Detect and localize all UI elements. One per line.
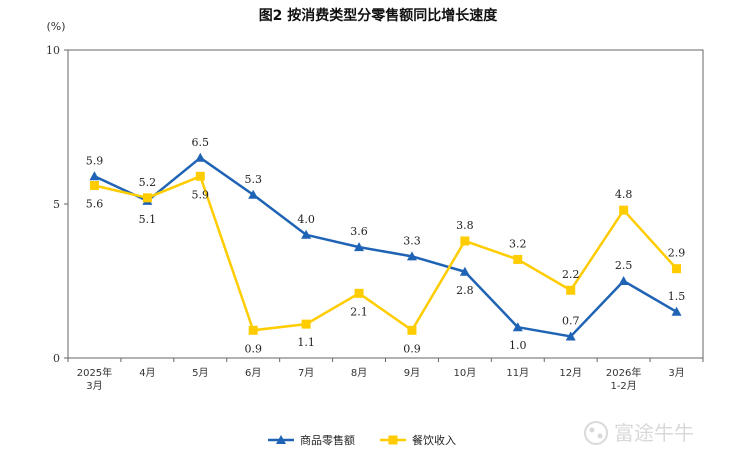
series-point xyxy=(406,251,417,261)
series-point xyxy=(407,325,417,335)
data-label: 3.8 xyxy=(456,219,474,232)
data-label: 2.5 xyxy=(615,259,633,272)
series-point xyxy=(671,306,682,316)
data-label: 3.3 xyxy=(403,234,421,247)
data-label: 4.0 xyxy=(297,213,315,226)
data-label: 0.9 xyxy=(244,342,262,355)
x-tick-label: 10月 xyxy=(454,367,477,379)
watermark: 富途牛牛 xyxy=(584,421,694,445)
series-point xyxy=(142,193,152,203)
series-point xyxy=(565,331,576,341)
series-point xyxy=(459,266,470,276)
data-label: 5.3 xyxy=(244,173,262,186)
series-point xyxy=(195,152,206,162)
x-tick-label: 3月 xyxy=(668,367,684,379)
data-label: 5.9 xyxy=(192,188,210,201)
series-point xyxy=(460,236,470,246)
series-point xyxy=(195,171,205,181)
data-label: 2.1 xyxy=(350,305,368,318)
data-label: 5.6 xyxy=(86,198,104,211)
data-label: 2.9 xyxy=(668,247,686,260)
x-tick-label: 2026年 xyxy=(606,366,641,379)
x-tick-label: 5月 xyxy=(192,367,208,379)
data-label: 3.2 xyxy=(509,237,527,250)
x-tick-label: 9月 xyxy=(404,367,420,379)
data-label: 1.5 xyxy=(668,290,686,303)
y-tick-label: 5 xyxy=(53,198,60,211)
series-point xyxy=(512,322,523,332)
legend: 商品零售额 餐饮收入 xyxy=(268,433,456,447)
legend-label: 餐饮收入 xyxy=(412,433,456,447)
y-tick-label: 10 xyxy=(46,44,60,57)
series-point xyxy=(89,181,99,191)
series-point xyxy=(301,319,311,329)
x-tick-label: 12月 xyxy=(559,367,582,379)
series-point xyxy=(354,242,365,252)
x-tick-label: 4月 xyxy=(139,367,155,379)
data-label: 0.7 xyxy=(562,314,580,327)
legend-label: 商品零售额 xyxy=(300,433,355,447)
series-point xyxy=(354,288,364,298)
x-tick-label: 1-2月 xyxy=(610,380,636,392)
series-point xyxy=(248,325,258,335)
futu-logo-icon xyxy=(584,421,608,445)
data-label: 0.9 xyxy=(403,342,421,355)
series-point xyxy=(619,205,629,215)
x-tick-label: 11月 xyxy=(506,367,529,379)
series-line-1 xyxy=(94,175,678,332)
y-axis: 0 5 10 xyxy=(46,44,68,365)
data-label: 6.5 xyxy=(192,136,210,149)
x-tick-label: 6月 xyxy=(245,367,261,379)
y-unit-label: (%) xyxy=(46,20,65,33)
y-tick-label: 0 xyxy=(53,352,60,365)
data-label: 2.8 xyxy=(456,284,474,297)
series-point xyxy=(301,229,312,239)
x-tick-label: 7月 xyxy=(298,367,314,379)
series-layer: 5.9 5.1 6.5 5.3 4.0 3.6 3.3 2.8 1.0 0.7 2.5 1.5 5.6 5… xyxy=(86,136,686,355)
series-point xyxy=(566,285,576,295)
data-label: 4.8 xyxy=(615,188,633,201)
legend-marker xyxy=(388,435,398,445)
series-point xyxy=(248,189,259,199)
series-point xyxy=(513,254,523,264)
legend-marker xyxy=(276,435,286,444)
data-label: 2.2 xyxy=(562,268,580,281)
series-point xyxy=(618,276,629,285)
x-tick-label: 3月 xyxy=(86,380,102,392)
data-label: 1.0 xyxy=(509,339,527,352)
data-label: 1.1 xyxy=(297,336,315,349)
series-line-0 xyxy=(93,156,678,338)
series-point xyxy=(89,171,100,181)
series-point xyxy=(672,264,682,274)
watermark-text: 富途牛牛 xyxy=(614,421,694,445)
data-label: 5.9 xyxy=(86,154,104,167)
x-tick-label: 2025年 xyxy=(77,366,112,379)
chart-title: 图2 按消费类型分零售额同比增长速度 xyxy=(259,7,499,24)
data-label: 3.6 xyxy=(350,225,368,238)
data-label: 5.1 xyxy=(139,213,157,226)
x-tick-label: 8月 xyxy=(351,367,367,379)
data-label: 5.2 xyxy=(139,176,157,189)
